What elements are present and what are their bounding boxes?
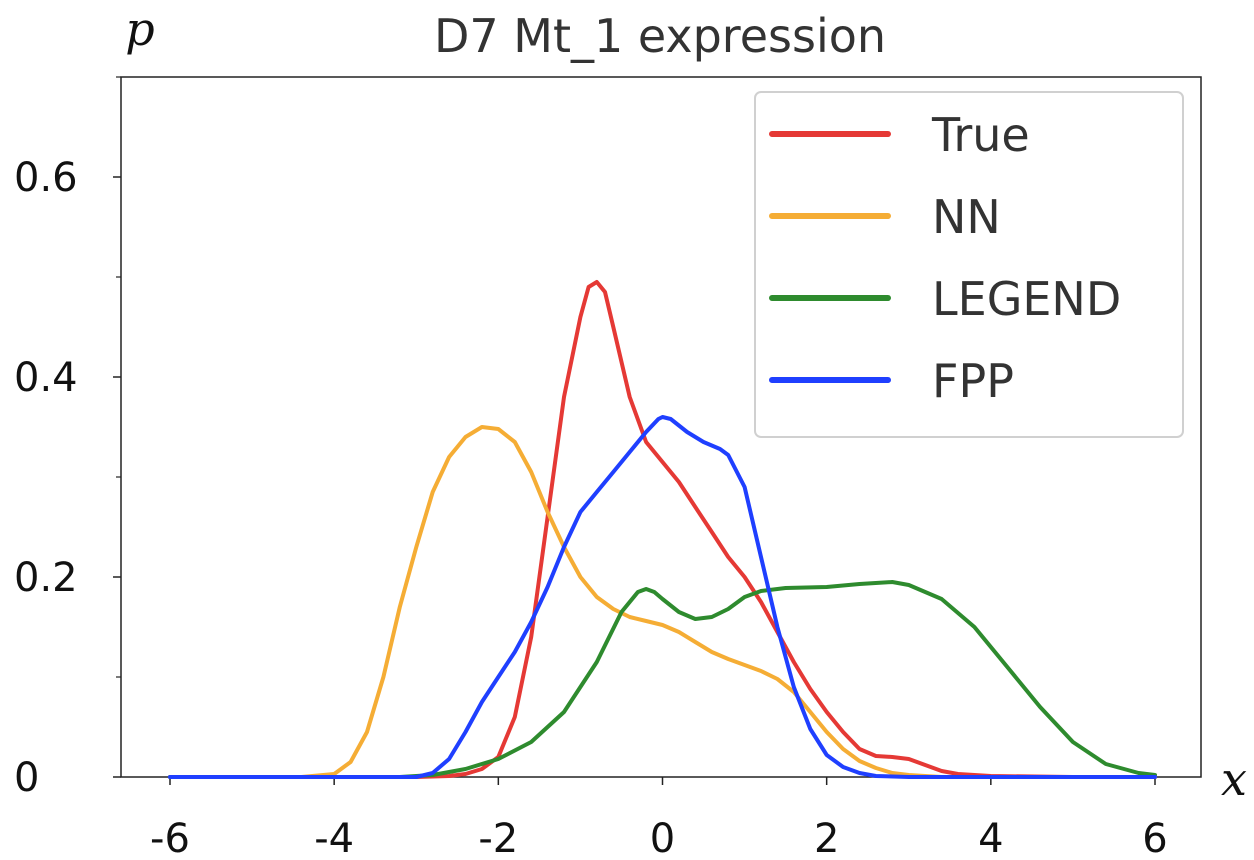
series-line-fpp [168, 415, 1157, 779]
x-tick-label: -6 [150, 816, 190, 860]
y-tick-label: 0.6 [14, 155, 78, 201]
series-line-legend [168, 580, 1157, 779]
x-axis-label: x [1221, 752, 1247, 806]
chart-title: D7 Mt_1 expression [434, 9, 886, 63]
y-axis: 0 0.2 0.4 0.6 [14, 76, 121, 801]
series-line-true [168, 280, 1157, 779]
y-tick-label: 0.2 [14, 555, 78, 601]
legend-label-legend: LEGEND [932, 272, 1121, 326]
legend-label-nn: NN [932, 190, 1001, 244]
legend-items: True NN LEGEND FPP [769, 108, 1121, 408]
x-axis: -6 -4 -2 0 2 4 6 [150, 777, 1168, 860]
y-tick-label: 0.4 [14, 355, 78, 401]
legend: True NN LEGEND FPP [754, 91, 1184, 438]
plot-frame [120, 76, 1202, 778]
legend-label-true: True [931, 108, 1030, 162]
x-tick-label: 4 [978, 816, 1003, 860]
y-tick-label: 0 [14, 755, 39, 801]
x-tick-label: 6 [1142, 816, 1167, 860]
x-tick-label: -4 [314, 816, 354, 860]
series-lines [168, 280, 1157, 779]
legend-box [754, 91, 1184, 438]
y-axis-label: p [125, 2, 154, 56]
x-tick-label: 0 [650, 816, 675, 860]
series-line-nn [168, 425, 1157, 779]
x-tick-label: 2 [814, 816, 839, 860]
legend-label-fpp: FPP [932, 354, 1014, 408]
x-tick-label: -2 [478, 816, 518, 860]
